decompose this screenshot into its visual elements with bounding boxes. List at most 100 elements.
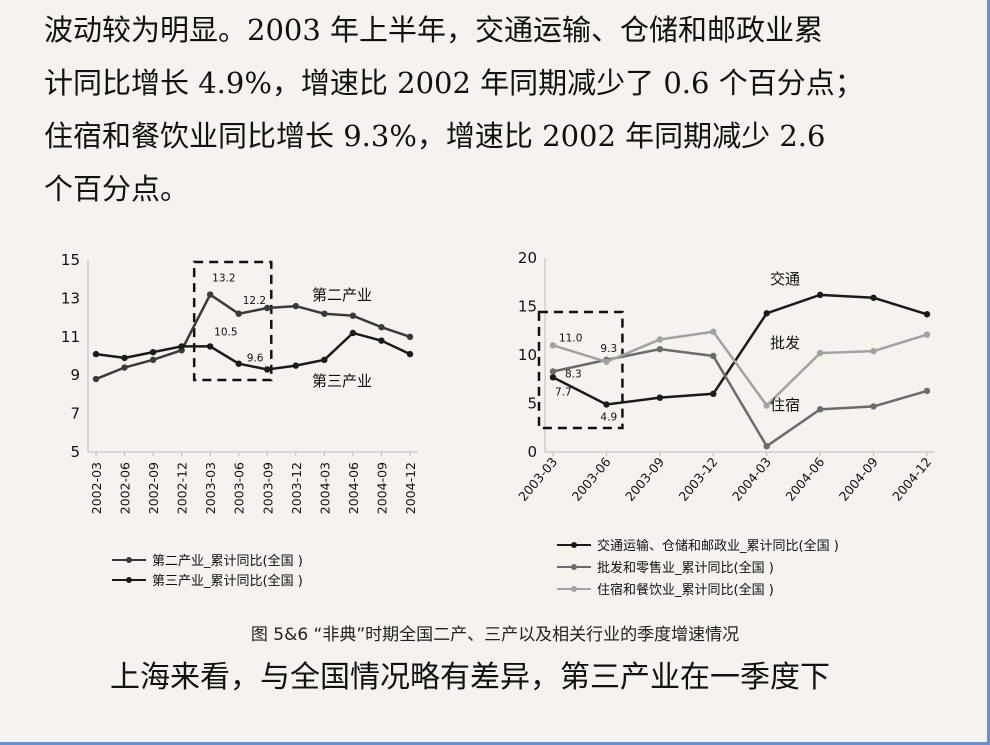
data-point [321,310,328,317]
y-tick-label: 7 [70,405,80,423]
y-tick-label: 0 [527,443,537,461]
legend-label: 第二产业_累计同比(全国 ) [152,553,303,569]
y-tick-label: 5 [70,443,80,461]
legend-marker [571,564,577,570]
legend-marker [126,557,132,563]
series-inline-label: 住宿 [770,396,800,414]
x-tick-label: 2004-12 [403,462,418,514]
data-point [321,356,328,364]
highlight-box [192,260,273,382]
data-label: 4.9 [600,411,617,423]
legend-label: 住宿和餐饮业_累计同比(全国 ) [597,582,774,598]
x-tick-label: 2004-06 [782,454,827,504]
x-tick-label: 2004-06 [346,462,361,514]
x-tick-label: 2003-03 [203,462,218,514]
highlight-box [537,310,624,430]
x-tick-label: 2003-12 [676,454,721,504]
data-point [656,336,664,343]
x-tick-label: 2004-03 [317,462,332,514]
data-point [264,304,271,312]
data-point [121,354,128,362]
y-tick-label: 11 [61,328,80,346]
data-point [923,311,931,318]
data-point [656,394,664,401]
legend-label: 第三产业_累计同比(全国 ) [152,573,303,589]
data-point [870,294,877,301]
y-tick-label: 15 [518,298,537,316]
data-point [763,402,770,409]
following-paragraph: 上海来看，与全国情况略有差异，第三产业在一季度下 [110,660,830,695]
data-point [763,442,770,450]
data-point [923,387,931,395]
y-tick-label: 9 [70,366,80,384]
x-tick-label: 2002-03 [89,462,104,514]
data-label: 7.7 [555,386,572,398]
data-point [349,329,357,337]
data-point [710,328,717,335]
legend-marker [571,542,577,548]
y-tick-label: 20 [518,249,537,267]
x-tick-label: 2004-09 [836,454,881,504]
data-point [549,368,557,375]
data-point [292,362,300,369]
x-tick-label: 2002-12 [175,462,190,514]
data-point [816,349,824,357]
data-point [710,352,717,360]
data-point [870,403,877,410]
data-label: 9.6 [247,353,264,365]
data-point [816,291,824,299]
legend-marker [571,586,577,592]
series-inline-label: 第三产业 [312,372,372,390]
y-tick-label: 10 [518,346,537,364]
data-point [264,366,271,373]
data-point [206,343,214,350]
legend-marker [126,577,132,583]
paragraph-line: 波动较为明显。2003 年上半年，交通运输、仓储和邮政业累 [44,13,824,47]
data-label: 8.3 [565,368,582,380]
data-point [178,343,185,350]
data-point [378,337,385,344]
data-label: 12.2 [243,295,266,307]
data-point [149,356,157,364]
x-tick-label: 2003-12 [289,462,304,514]
body-paragraph: 波动较为明显。2003 年上半年，交通运输、仓储和邮政业累 计同比增长 4.9%… [44,4,944,216]
figure-caption: 图 5&6 “非典”时期全国二产、三产以及相关行业的季度增速情况 [250,625,740,645]
data-point [292,302,300,310]
data-point [349,312,357,319]
y-tick-label: 5 [527,395,537,413]
series-line [95,331,411,371]
data-label: 9.3 [600,343,617,355]
data-point [206,291,214,298]
data-point [149,348,157,356]
data-point [92,375,100,383]
data-point [235,310,242,317]
series-inline-label: 批发 [770,334,800,352]
data-point [603,358,610,365]
legend-label: 批发和零售业_累计同比(全国 ) [597,560,774,576]
series-inline-label: 交通 [770,270,800,288]
paragraph-line: 住宿和餐饮业同比增长 9.3%，增速比 2002 年同期减少 2.6 [44,119,826,153]
industry-growth-chart: 5 7 9 11 13 15 2002-03 2002-06 2002-09 2002-12 200… [61,251,418,589]
data-point [603,401,610,408]
data-point [549,374,557,381]
y-tick-label: 15 [61,251,80,269]
data-point [378,324,385,331]
data-point [816,406,824,413]
x-tick-label: 2002-09 [146,462,161,514]
series-line [552,293,928,406]
series-line [552,347,928,448]
y-tick-label: 13 [61,289,80,307]
paragraph-line: 个百分点。 [44,172,190,206]
x-tick-label: 2003-06 [569,454,614,504]
series-inline-label: 第二产业 [312,286,372,304]
series-line [95,292,411,381]
data-label: 13.2 [212,273,235,285]
data-point [121,364,128,371]
data-point [763,310,770,317]
x-tick-label: 2004-03 [729,454,774,504]
x-tick-label: 2003-09 [622,454,667,504]
series-line [552,330,928,408]
data-point [710,390,717,397]
